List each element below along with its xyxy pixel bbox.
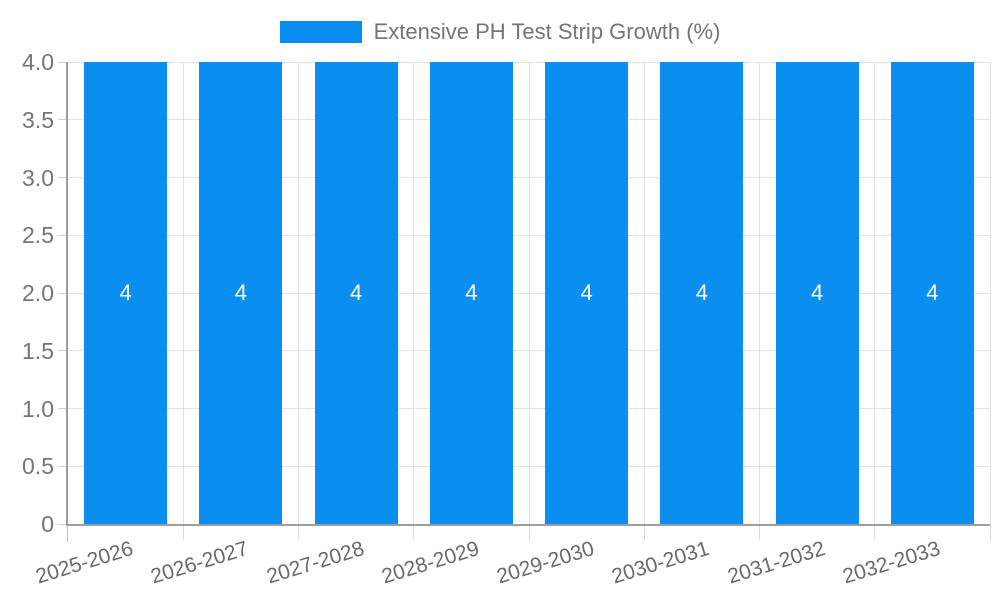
y-axis-tick-label: 4.0: [22, 49, 54, 75]
bar-value-label: 4: [580, 280, 593, 305]
y-axis-tick: [58, 234, 68, 236]
y-axis-tick: [58, 292, 68, 294]
gridline-vertical: [874, 62, 876, 524]
y-axis-tick: [58, 408, 68, 409]
y-axis-tick-label: 3.5: [22, 106, 54, 133]
bar[interactable]: 4: [545, 62, 629, 524]
bar[interactable]: 4: [660, 62, 744, 524]
gridline-vertical: [413, 62, 415, 524]
x-axis-tick: [643, 524, 645, 540]
x-axis-tick-label: 2027-2028: [263, 537, 367, 589]
bar[interactable]: 4: [429, 62, 513, 524]
bar-value-label: 4: [465, 280, 478, 305]
gridline-vertical: [989, 62, 991, 524]
x-axis-tick-label: 2032-2033: [840, 537, 943, 589]
y-axis-tick: [58, 350, 68, 352]
x-axis-tick-label: 2029-2030: [494, 537, 598, 589]
bar[interactable]: 4: [890, 62, 974, 524]
y-axis-tick-label: 0: [41, 511, 54, 537]
x-axis-tick-label: 2026-2027: [148, 537, 252, 589]
legend-color-swatch: [279, 21, 362, 43]
gridline-vertical: [759, 62, 760, 524]
x-axis-tick: [413, 524, 415, 540]
bar[interactable]: 4: [314, 62, 398, 524]
y-axis-tick-label: 2.0: [22, 280, 54, 306]
bar-value-label: 4: [926, 280, 939, 305]
x-axis-tick: [528, 524, 530, 540]
x-axis-tick: [759, 524, 760, 540]
bar-value-label: 4: [119, 280, 132, 305]
y-axis-tick: [58, 177, 68, 178]
x-axis-tick: [989, 524, 991, 540]
gridline-vertical: [528, 62, 530, 524]
gridline-vertical: [182, 62, 184, 524]
y-axis-tick: [58, 119, 68, 121]
legend-label: Extensive PH Test Strip Growth (%): [373, 19, 721, 44]
x-axis-tick: [182, 524, 184, 540]
bar-value-label: 4: [234, 280, 247, 305]
legend: Extensive PH Test Strip Growth (%): [0, 15, 1000, 49]
x-axis-tick-label: 2028-2029: [379, 537, 482, 589]
y-axis-tick-label: 1.5: [22, 337, 54, 364]
x-axis-tick-label: 2031-2032: [724, 537, 828, 589]
y-axis-tick: [58, 61, 68, 63]
y-axis-tick-label: 3.0: [22, 164, 54, 191]
bar-value-label: 4: [350, 280, 363, 305]
y-axis-tick: [58, 465, 68, 467]
legend-item[interactable]: Extensive PH Test Strip Growth (%): [279, 19, 721, 45]
y-axis-line: [66, 62, 68, 524]
y-axis-tick-label: 0.5: [22, 453, 54, 480]
y-axis-tick-label: 2.5: [22, 222, 54, 249]
x-axis-tick: [874, 524, 876, 540]
x-axis-tick: [67, 524, 68, 542]
bar-value-label: 4: [695, 280, 708, 305]
gridline-vertical: [298, 62, 299, 524]
x-axis-baseline: [66, 524, 990, 526]
y-axis-tick-label: 1.0: [22, 395, 54, 422]
x-axis-tick: [298, 524, 299, 540]
x-axis-tick-label: 2025-2026: [33, 537, 137, 589]
bar[interactable]: 4: [775, 62, 859, 524]
y-axis-tick: [58, 523, 68, 525]
x-axis-tick-label: 2030-2031: [609, 537, 713, 589]
gridline-vertical: [643, 62, 645, 524]
bar-value-label: 4: [811, 280, 824, 305]
bar[interactable]: 4: [199, 62, 283, 524]
bar[interactable]: 4: [84, 62, 168, 524]
